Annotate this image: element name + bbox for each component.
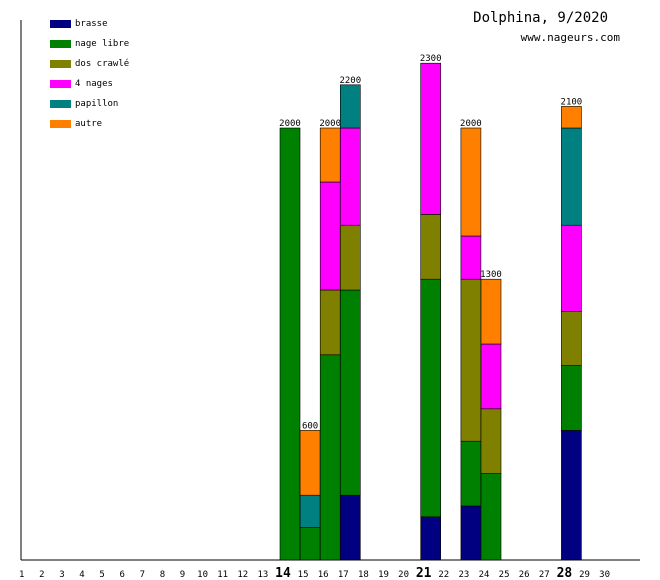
x-tick-label: 18 <box>358 570 369 580</box>
bar-segment-day-17-4-nages <box>339 127 361 226</box>
x-tick-label: 1 <box>19 570 24 580</box>
bar-segment-day-15-papillon <box>299 494 321 528</box>
x-tick-label: 14 <box>275 566 291 580</box>
bar-segment-day-28-4-nages <box>561 224 582 312</box>
chart-title: Dolphina, 9/2020 <box>473 10 608 26</box>
x-tick-label: 6 <box>119 570 124 580</box>
x-tick-label: 23 <box>458 570 469 580</box>
x-tick-label: 21 <box>416 566 432 580</box>
bar-segment-day-28-nage-libre <box>561 365 582 431</box>
bar-total-label: 2100 <box>561 97 583 107</box>
x-tick-label: 8 <box>160 570 165 580</box>
bar-total-label: 2000 <box>319 119 341 129</box>
legend-label: brasse <box>75 19 108 29</box>
bar-segment-day-17-brasse <box>339 494 361 561</box>
bar-segment-day-28-papillon <box>561 127 582 226</box>
x-tick-label: 20 <box>398 570 409 580</box>
x-tick-label: 2 <box>39 570 44 580</box>
x-tick-label: 26 <box>519 570 530 580</box>
bar-segment-day-24-nage-libre <box>480 473 502 561</box>
bar-segment-day-16-autre <box>319 127 341 183</box>
bar-segment-day-17-papillon <box>339 84 361 129</box>
x-tick-label: 9 <box>180 570 185 580</box>
bar-segment-day-24-autre <box>480 278 502 345</box>
bar-segment-day-16-4-nages <box>319 181 341 291</box>
x-tick-label: 12 <box>237 570 248 580</box>
x-tick-label: 10 <box>197 570 208 580</box>
bar-segment-day-16-dos-crawlé <box>319 289 341 356</box>
bar-segment-day-17-nage-libre <box>339 289 361 496</box>
x-tick-label: 17 <box>338 570 349 580</box>
bar-segment-day-21-dos-crawlé <box>420 214 442 280</box>
bar-segment-day-21-nage-libre <box>420 278 442 518</box>
x-tick-label: 13 <box>257 570 268 580</box>
x-tick-label: 28 <box>557 566 573 580</box>
x-tick-label: 27 <box>539 570 550 580</box>
x-tick-label: 29 <box>579 570 590 580</box>
site-url: www.nageurs.com <box>520 31 620 44</box>
bar-segment-day-15-autre <box>299 430 321 496</box>
legend-item-4-nages: 4 nages <box>50 74 129 94</box>
x-tick-label: 3 <box>59 570 64 580</box>
x-tick-label: 25 <box>499 570 510 580</box>
bar-segment-day-23-4-nages <box>460 235 482 280</box>
bar-segment-day-14-nage-libre <box>279 127 301 561</box>
legend-item-autre: autre <box>50 114 129 134</box>
x-tick-label: 15 <box>298 570 309 580</box>
bar-segment-day-23-dos-crawlé <box>460 278 482 442</box>
bar-segment-day-28-autre <box>561 106 582 129</box>
legend-label: 4 nages <box>75 79 113 89</box>
bar-segment-day-24-4-nages <box>480 343 502 410</box>
bar-segment-day-28-brasse <box>561 430 582 561</box>
legend-label: dos crawlé <box>75 59 130 69</box>
bar-segment-day-28-dos-crawlé <box>561 311 582 366</box>
x-tick-label: 11 <box>217 570 228 580</box>
x-tick-label: 22 <box>438 570 449 580</box>
bar-total-label: 600 <box>302 421 318 431</box>
legend-item-brasse: brasse <box>50 14 129 34</box>
x-tick-label: 4 <box>79 570 84 580</box>
bar-segment-day-15-nage-libre <box>299 527 321 561</box>
bar-total-label: 2300 <box>420 54 442 64</box>
bar-segment-day-23-brasse <box>460 505 482 561</box>
bar-total-label: 2200 <box>339 76 361 86</box>
legend-swatch <box>50 20 71 28</box>
legend: brasse nage libre dos crawlé 4 nages pap… <box>50 14 129 134</box>
legend-swatch <box>50 120 71 128</box>
x-tick-label: 5 <box>99 570 104 580</box>
bar-total-label: 1300 <box>480 270 502 280</box>
x-tick-label: 30 <box>599 570 610 580</box>
bar-segment-day-23-nage-libre <box>460 440 482 507</box>
legend-label: papillon <box>75 99 119 109</box>
legend-item-nage-libre: nage libre <box>50 34 129 54</box>
bar-segment-day-24-dos-crawlé <box>480 408 502 474</box>
bar-segment-day-21-4-nages <box>420 62 442 215</box>
bar-segment-day-16-nage-libre <box>319 354 341 561</box>
x-tick-label: 24 <box>479 570 490 580</box>
bar-total-label: 2000 <box>460 119 482 129</box>
bar-segment-day-21-brasse <box>420 516 442 561</box>
bar-segment-day-17-dos-crawlé <box>339 224 361 291</box>
legend-item-dos-crawle: dos crawlé <box>50 54 129 74</box>
legend-swatch <box>50 100 71 108</box>
bar-segment-day-23-autre <box>460 127 482 237</box>
legend-label: autre <box>75 119 103 129</box>
legend-label: nage libre <box>75 39 130 49</box>
x-tick-label: 7 <box>140 570 145 580</box>
legend-swatch <box>50 40 71 48</box>
legend-item-papillon: papillon <box>50 94 129 114</box>
bar-total-label: 2000 <box>279 119 301 129</box>
x-tick-label: 16 <box>318 570 329 580</box>
x-tick-label: 19 <box>378 570 389 580</box>
legend-swatch <box>50 80 71 88</box>
legend-swatch <box>50 60 71 68</box>
